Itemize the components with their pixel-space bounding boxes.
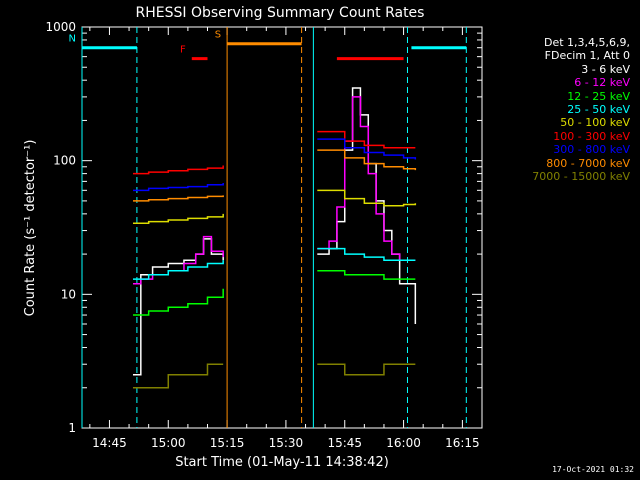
x-tick-label: 16:15 xyxy=(445,436,480,450)
series-line xyxy=(132,165,224,175)
legend-entry: 6 - 12 keV xyxy=(574,76,630,90)
y-axis-label: Count Rate (s⁻¹ detector⁻¹) xyxy=(23,140,38,317)
x-tick-label: 14:45 xyxy=(92,436,127,450)
series-line xyxy=(317,138,417,160)
legend-header-line-2: FDecim 1, Att 0 xyxy=(544,49,630,63)
series-line xyxy=(317,247,416,261)
series-line xyxy=(317,130,416,149)
legend-entry: 7000 - 15000 keV xyxy=(532,170,630,184)
legend-entry: 50 - 100 keV xyxy=(560,116,630,130)
legend-entry: 100 - 300 keV xyxy=(553,129,630,143)
y-tick-label: 1 xyxy=(68,421,76,435)
legend-entry: 800 - 7000 keV xyxy=(546,156,630,170)
x-tick-label: 16:00 xyxy=(386,436,421,450)
series-line xyxy=(132,363,224,389)
annotation-label: N xyxy=(69,34,76,45)
series-line xyxy=(132,235,224,285)
series-line xyxy=(317,189,417,207)
series-line xyxy=(317,270,416,280)
legend-entry: 25 - 50 keV xyxy=(567,103,630,117)
series-line xyxy=(132,213,224,225)
series-line xyxy=(132,183,224,192)
series-line xyxy=(317,149,417,171)
series-line xyxy=(317,96,416,261)
y-tick-label: 1000 xyxy=(45,20,76,34)
legend-entry: 12 - 25 keV xyxy=(567,89,630,103)
x-axis-label: Start Time (01-May-11 14:38:42) xyxy=(175,455,389,470)
legend: Det 1,3,4,5,6,9, FDecim 1, Att 0 3 - 6 k… xyxy=(470,36,630,183)
plot-frame xyxy=(81,26,483,429)
annotation-label: S xyxy=(215,30,221,41)
footer-timestamp: 17-Oct-2021 01:32 xyxy=(552,465,634,474)
chart-title: RHESSI Observing Summary Count Rates xyxy=(136,5,425,21)
x-tick-label: 15:15 xyxy=(210,436,245,450)
y-tick-label: 100 xyxy=(53,154,76,168)
x-tick-label: 15:00 xyxy=(151,436,186,450)
legend-header-line-1: Det 1,3,4,5,6,9, xyxy=(543,36,630,49)
y-tick-label: 10 xyxy=(61,287,76,301)
legend-entry: 300 - 800 keV xyxy=(553,143,630,157)
annotation-label: F xyxy=(180,45,186,56)
series-line xyxy=(132,260,224,280)
x-tick-label: 15:30 xyxy=(269,436,304,450)
x-tick-label: 15:45 xyxy=(327,436,362,450)
series-line xyxy=(317,363,416,376)
series-line xyxy=(132,288,224,316)
legend-entry: 3 - 6 keV xyxy=(581,62,630,76)
series-line xyxy=(132,195,224,202)
